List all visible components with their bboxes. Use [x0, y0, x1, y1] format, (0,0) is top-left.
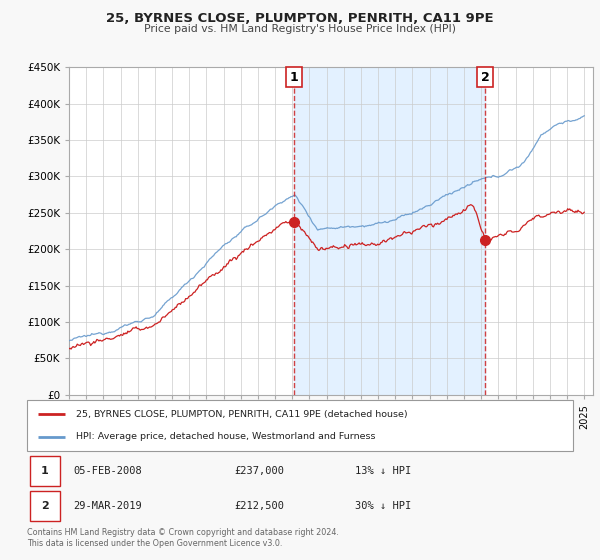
Text: Price paid vs. HM Land Registry's House Price Index (HPI): Price paid vs. HM Land Registry's House … [144, 24, 456, 34]
Text: £237,000: £237,000 [235, 466, 284, 476]
Text: 2: 2 [41, 501, 49, 511]
Bar [294, 67, 485, 395]
FancyBboxPatch shape [30, 456, 60, 486]
Text: 05-FEB-2008: 05-FEB-2008 [73, 466, 142, 476]
Text: 1: 1 [289, 71, 298, 83]
Text: 1: 1 [41, 466, 49, 476]
Text: 30% ↓ HPI: 30% ↓ HPI [355, 501, 411, 511]
Text: 25, BYRNES CLOSE, PLUMPTON, PENRITH, CA11 9PE (detached house): 25, BYRNES CLOSE, PLUMPTON, PENRITH, CA1… [76, 409, 408, 418]
Text: HPI: Average price, detached house, Westmorland and Furness: HPI: Average price, detached house, West… [76, 432, 376, 441]
Text: 2: 2 [481, 71, 490, 83]
FancyBboxPatch shape [27, 400, 573, 451]
Text: 25, BYRNES CLOSE, PLUMPTON, PENRITH, CA11 9PE: 25, BYRNES CLOSE, PLUMPTON, PENRITH, CA1… [106, 12, 494, 25]
Text: 13% ↓ HPI: 13% ↓ HPI [355, 466, 411, 476]
Text: 29-MAR-2019: 29-MAR-2019 [73, 501, 142, 511]
FancyBboxPatch shape [30, 492, 60, 521]
Text: Contains HM Land Registry data © Crown copyright and database right 2024.
This d: Contains HM Land Registry data © Crown c… [27, 528, 339, 548]
Text: £212,500: £212,500 [235, 501, 284, 511]
